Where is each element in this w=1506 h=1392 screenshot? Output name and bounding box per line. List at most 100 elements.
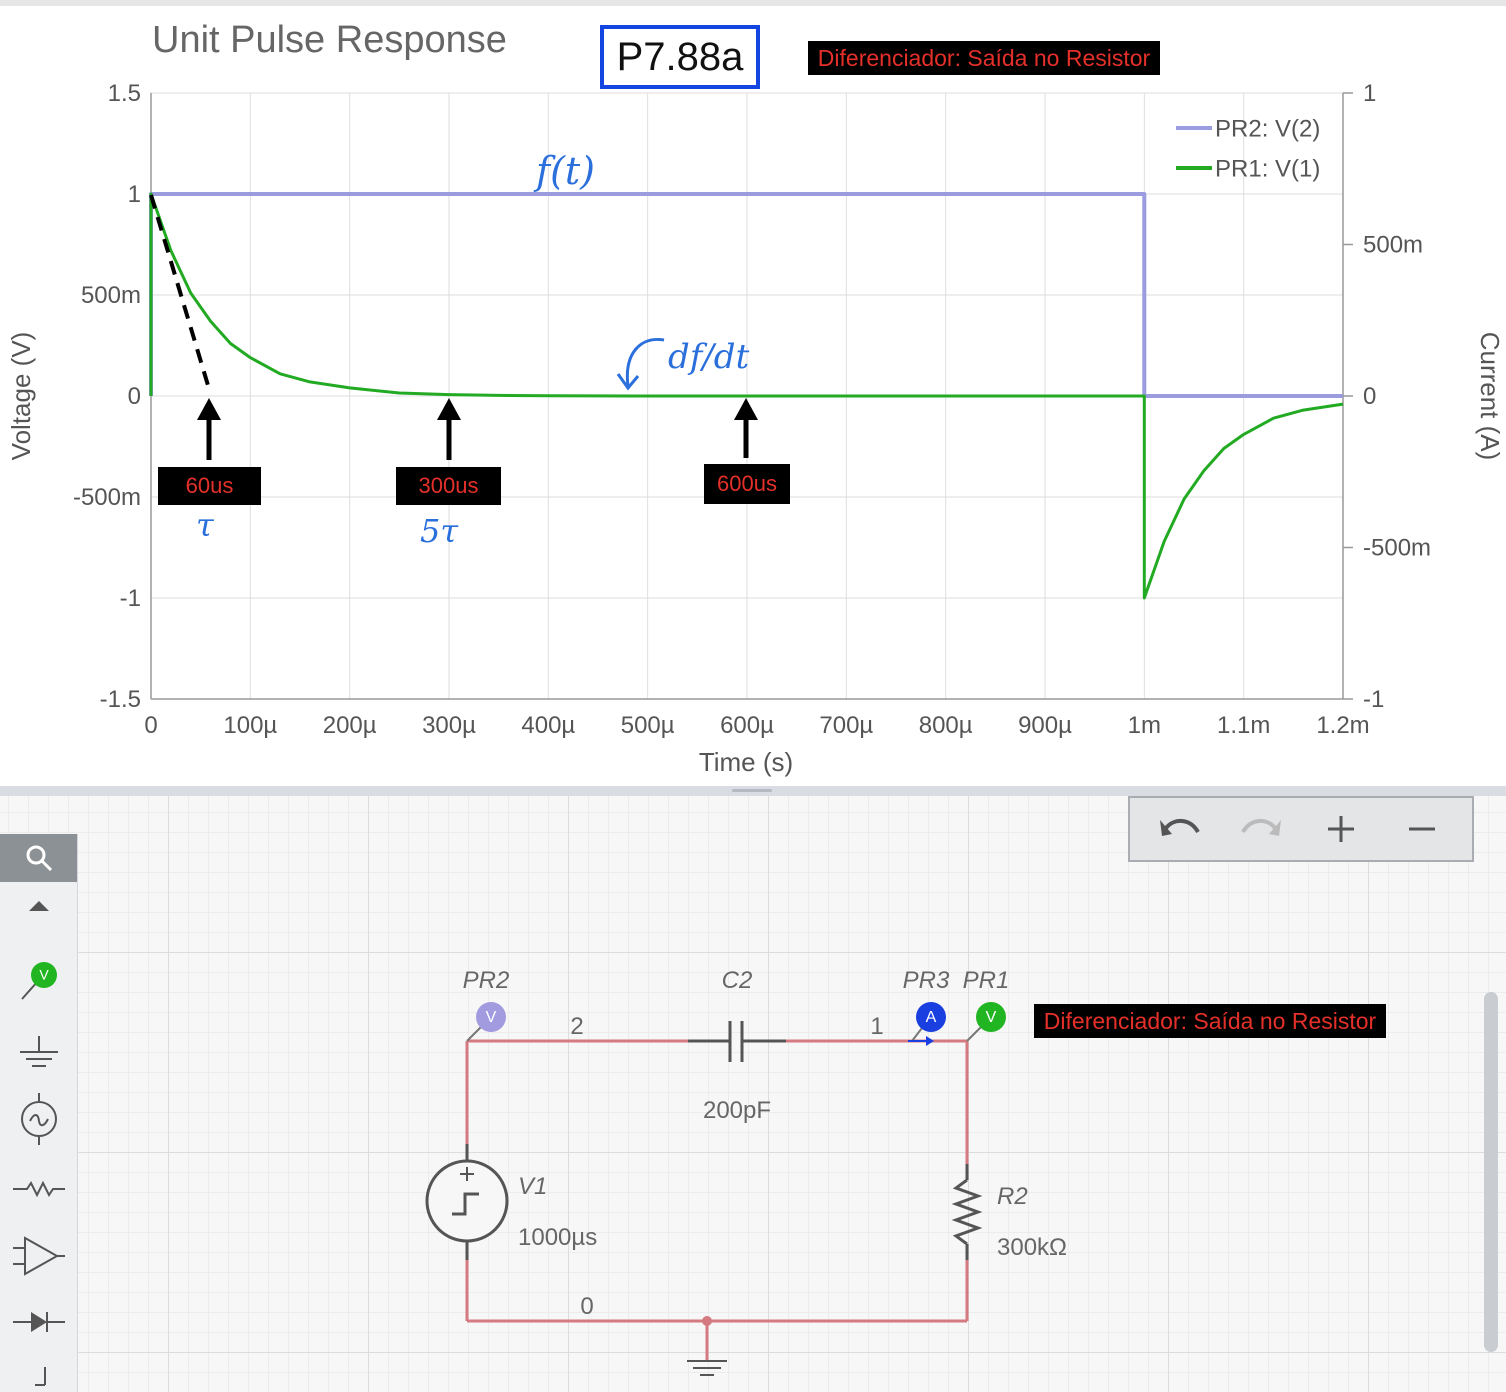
probe-pr1[interactable]: V (966, 1002, 1006, 1042)
pane-splitter[interactable] (0, 786, 1506, 796)
search-tool[interactable] (0, 834, 77, 882)
plot-pane: 0 100µ 200µ 300µ 400µ 500µ 600µ 700µ 800µ 900µ 1m 1… (0, 0, 1506, 777)
chart-note-label: Diferenciador: Saída no Resistor (808, 41, 1160, 75)
diode-tool[interactable] (0, 1292, 77, 1352)
y-tick-label: 1 (128, 181, 141, 208)
arrow-60us (197, 398, 221, 460)
x-tick-label: 900µ (1018, 712, 1072, 739)
node-0: 0 (580, 1293, 593, 1320)
undo-button[interactable] (1150, 809, 1210, 849)
chart-overlay: f(t) df/dt τ 5τ PR2: V(2) PR1: V(1) Unit… (6, 19, 1505, 777)
x-tick-label: 1m (1128, 712, 1161, 739)
x-tick-label: 100µ (223, 712, 277, 739)
canvas-scrollbar[interactable] (1484, 992, 1498, 1352)
splitter-grip[interactable] (732, 789, 772, 792)
y-tick-label: -500m (73, 484, 141, 511)
probe-pr3-letter: A (926, 1009, 937, 1026)
diode-icon (12, 1312, 65, 1332)
probe-pr3[interactable]: A (908, 1002, 946, 1046)
zoom-out-icon (1408, 827, 1435, 831)
ac-source-tool[interactable] (0, 1089, 77, 1149)
op-amp-tool[interactable] (0, 1226, 77, 1286)
component-toolbar: V (0, 834, 78, 1392)
zoom-in-icon (1328, 816, 1355, 842)
y2-tick-label: -500m (1363, 535, 1431, 562)
label-r2: R2 (997, 1183, 1028, 1210)
svg-text:V: V (39, 967, 49, 983)
dfdt-ink-arrow (625, 337, 665, 387)
capacitor-c2[interactable] (688, 1021, 786, 1062)
probe-pr2-letter: V (486, 1009, 497, 1026)
schematic-svg: V A V PR2 PR3 PR1 C2 200pF 2 1 0 V1 1000… (425, 967, 1067, 1376)
resistor-icon (12, 1180, 65, 1198)
x-tick-label: 300µ (422, 712, 476, 739)
schematic-note-label: Diferenciador: Saída no Resistor (1034, 1004, 1386, 1038)
y-tick-label: -1 (120, 585, 141, 612)
schematic-canvas[interactable]: V A V PR2 PR3 PR1 C2 200pF 2 1 0 V1 1000… (0, 796, 1506, 1392)
ground-tool[interactable] (0, 1024, 77, 1084)
chart-legend: PR2: V(2) PR1: V(1) (1176, 115, 1320, 182)
toolbar-scroll-up[interactable] (0, 886, 77, 926)
y-tick-label: -1.5 (100, 686, 141, 713)
voltage-probe-icon: V (20, 962, 57, 1000)
marker-label-60us: 60us (158, 467, 261, 505)
x-axis-title: Time (s) (699, 747, 793, 777)
y-tick-label: 500m (81, 282, 141, 309)
x-tick-label: 0 (144, 712, 157, 739)
legend-label-pr1: PR1: V(1) (1215, 155, 1320, 182)
y2-tick-label: 1 (1363, 80, 1376, 107)
value-r2: 300kΩ (997, 1234, 1067, 1261)
x-tick-label: 200µ (323, 712, 377, 739)
y-tick-label: 1.5 (108, 80, 141, 107)
legend-label-pr2: PR2: V(2) (1215, 115, 1320, 142)
ink-dfdt: df/dt (668, 337, 750, 377)
arrow-600us (734, 398, 758, 458)
x-tick-label: 500µ (621, 712, 675, 739)
ground-icon (19, 1036, 58, 1067)
x-tick-label: 1.1m (1217, 712, 1270, 739)
y-axis-title-left: Voltage (V) (6, 332, 36, 461)
redo-icon (1241, 819, 1281, 836)
node-1: 1 (870, 1013, 883, 1040)
y2-tick-label: 500m (1363, 232, 1423, 259)
marker-label-600us: 600us (704, 464, 790, 504)
resistor-r2[interactable] (951, 1164, 983, 1260)
zoom-out-button[interactable] (1392, 809, 1452, 849)
label-pr1: PR1 (963, 967, 1010, 994)
label-pr3: PR3 (903, 967, 950, 994)
x-tick-label: 600µ (720, 712, 774, 739)
probe-pr1-letter: V (986, 1009, 997, 1026)
node-2: 2 (570, 1013, 583, 1040)
zoom-in-button[interactable] (1311, 809, 1371, 849)
probe-pr2[interactable]: V (466, 1002, 506, 1042)
chart-title: Unit Pulse Response (152, 19, 507, 61)
y2-tick-label: -1 (1363, 686, 1384, 713)
redo-button[interactable] (1231, 809, 1291, 849)
value-c2: 200pF (703, 1097, 771, 1124)
x-tick-label: 400µ (521, 712, 575, 739)
tau-tangent-line (149, 194, 212, 393)
y2-tick-label: 0 (1363, 383, 1376, 410)
marker-label-300us: 300us (396, 467, 501, 505)
ac-source-icon (20, 1093, 57, 1145)
canvas-toolbar (1128, 796, 1474, 862)
label-v1: V1 (518, 1173, 547, 1200)
series-line-pr1 (149, 192, 1344, 600)
voltage-probe-tool[interactable]: V (0, 952, 77, 1012)
voltage-source-v1[interactable] (425, 1144, 509, 1260)
scroll-up-icon (28, 901, 49, 911)
switch-icon (34, 1367, 46, 1386)
x-tick-label: 1.2m (1316, 712, 1369, 739)
circuit-wires (465, 1039, 969, 1323)
ink-5tau: 5τ (420, 512, 459, 550)
value-v1: 1000µs (518, 1224, 597, 1251)
label-c2: C2 (722, 967, 753, 994)
ink-ft: f(t) (533, 149, 595, 193)
ground-symbol[interactable] (687, 1316, 727, 1376)
search-icon (26, 845, 52, 872)
op-amp-icon (12, 1236, 65, 1276)
label-pr2: PR2 (463, 967, 510, 994)
resistor-tool[interactable] (0, 1159, 77, 1219)
y-tick-label: 0 (128, 383, 141, 410)
switch-tool[interactable] (0, 1350, 77, 1392)
